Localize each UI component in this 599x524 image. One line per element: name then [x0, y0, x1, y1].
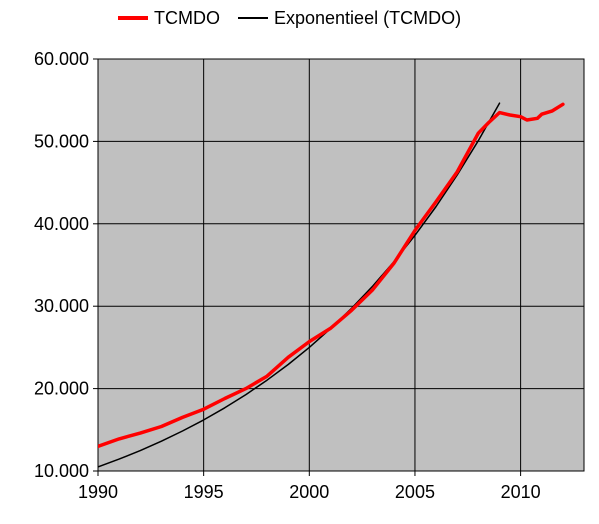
plot-area — [98, 59, 584, 471]
legend-item-exponential: Exponentieel (TCMDO) — [238, 8, 461, 29]
series-line-exponential — [98, 102, 501, 468]
x-tick-label: 2005 — [395, 482, 435, 502]
x-tick-label: 2010 — [501, 482, 541, 502]
y-tick-label: 60.000 — [34, 49, 89, 69]
axes — [97, 58, 585, 472]
legend-item-tcmdo: TCMDO — [118, 8, 220, 29]
y-axis-ticks: 10.000 20.000 30.000 40.000 50.000 60.000 — [34, 49, 98, 481]
x-tick-label: 1990 — [78, 482, 118, 502]
x-tick-label: 1995 — [184, 482, 224, 502]
y-tick-label: 10.000 — [34, 461, 89, 481]
y-tick-label: 50.000 — [34, 131, 89, 151]
series-line-tcmdo — [98, 102, 565, 449]
x-axis-ticks: 1990 1995 2000 2005 2010 — [78, 471, 541, 502]
x-tick-label: 2000 — [289, 482, 329, 502]
series-layer — [98, 102, 565, 468]
plot-border — [97, 58, 585, 472]
legend-swatch-black — [238, 17, 268, 19]
y-tick-label: 40.000 — [34, 214, 89, 234]
legend-label-tcmdo: TCMDO — [154, 7, 220, 28]
legend-label-exponential: Exponentieel (TCMDO) — [274, 7, 462, 28]
legend-swatch-red — [118, 16, 148, 20]
y-tick-label: 30.000 — [34, 296, 89, 316]
y-tick-label: 20.000 — [34, 379, 89, 399]
legend: TCMDO Exponentieel (TCMDO) — [118, 6, 479, 30]
